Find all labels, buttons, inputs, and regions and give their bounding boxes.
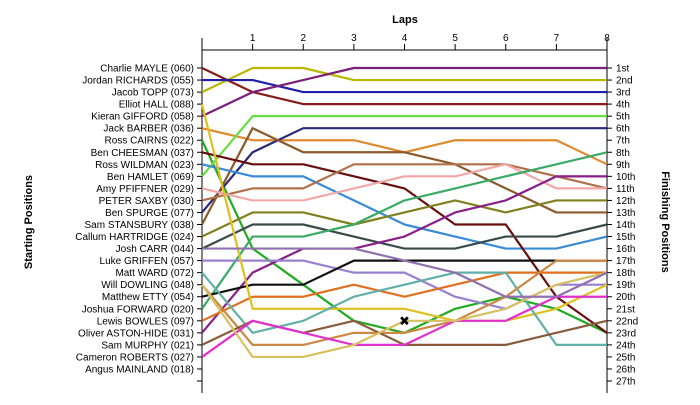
x-tick-label: 5 [452, 33, 458, 44]
starting-position-label: Ross CAIRNS (022) [105, 136, 194, 147]
finishing-position-label: 14th [616, 220, 635, 231]
starting-position-label: Jordan RICHARDS (055) [82, 76, 194, 87]
rider-position-line [201, 295, 607, 358]
starting-position-label: Joshua FORWARD (020) [82, 304, 194, 315]
x-tick-label: 3 [351, 33, 357, 44]
rider-position-line [201, 199, 607, 238]
starting-position-label: Ross WILDMAN (023) [95, 160, 194, 171]
finishing-position-label: 23rd [616, 328, 636, 339]
starting-position-label: Sam MURPHY (021) [101, 340, 194, 351]
starting-position-label: Oliver ASTON-HIDE (031) [78, 328, 194, 339]
starting-position-label: Josh CARR (044) [116, 244, 194, 255]
starting-position-label: Matthew ETTY (054) [102, 292, 194, 303]
series-layer: ✖ [200, 66, 608, 359]
starting-position-label: Callum HARTRIDGE (024) [75, 232, 194, 243]
starting-position-label: Luke GRIFFEN (057) [100, 256, 194, 267]
rider-position-line [201, 163, 608, 250]
finishing-position-label: 21st [616, 304, 635, 315]
finishing-position-label: 3rd [616, 88, 630, 99]
starting-position-label: PETER SAXBY (030) [99, 196, 194, 207]
finishing-position-label: 12th [616, 196, 635, 207]
finishing-position-label: 1st [616, 64, 630, 75]
finishing-position-label: 9th [616, 160, 630, 171]
starting-position-label: Will DOWLING (048) [101, 280, 194, 291]
starting-position-label: Angus MAINLAND (018) [85, 364, 194, 375]
y-axis-title-left: Starting Positions [23, 175, 35, 269]
rider-position-line [201, 259, 607, 298]
starting-position-label: Kieran GIFFORD (058) [91, 112, 194, 123]
rider-position-line [201, 163, 607, 202]
starting-position-label: Elliot HALL (088) [119, 100, 194, 111]
finishing-position-label: 18th [616, 268, 635, 279]
finishing-position-label: 7th [616, 136, 630, 147]
starting-position-label: Ben CHEESMAN (037) [91, 148, 194, 159]
x-axis-title: Laps [392, 14, 418, 26]
finishing-position-label: 2nd [616, 76, 633, 87]
finishing-position-label: 17th [616, 256, 635, 267]
x-tick-label: 6 [503, 33, 509, 44]
x-tick-label: 8 [604, 33, 610, 44]
starting-position-label: Matt WARD (072) [115, 268, 194, 279]
x-tick-label: 1 [250, 33, 256, 44]
rider-position-line [201, 223, 608, 250]
starting-position-label: Cameron ROBERTS (027) [76, 352, 194, 363]
rider-position-line [201, 127, 607, 214]
starting-position-label: Ben HAMLET (069) [107, 172, 194, 183]
x-tick-label: 4 [402, 33, 408, 44]
finishing-position-label: 20th [616, 292, 635, 303]
starting-position-label: Ben SPURGE (077) [105, 208, 194, 219]
rider-position-line [201, 259, 607, 346]
rider-position-line [201, 175, 607, 334]
rider-position-line [202, 247, 608, 298]
rider-position-line [201, 271, 608, 359]
finishing-position-label: 15th [616, 232, 635, 243]
x-tick-label: 7 [554, 33, 560, 44]
rider-position-line [201, 271, 607, 346]
finishing-position-label: 22nd [616, 316, 638, 327]
finishing-position-label: 11th [616, 184, 635, 195]
finishing-position-label: 10th [616, 172, 635, 183]
rider-position-line [200, 103, 608, 322]
y-axis-title-right: Finishing Positions [659, 171, 671, 272]
rider-position-line [201, 151, 608, 310]
x-tick-label: 2 [300, 33, 306, 44]
rider-position-line [202, 78, 607, 94]
rider-position-line [201, 66, 607, 118]
starting-position-label: Amy PFIFFNER (029) [96, 184, 194, 195]
rider-position-line [201, 67, 607, 106]
finishing-position-label: 19th [616, 280, 635, 291]
rider-position-line [201, 163, 608, 202]
finishing-position-label: 25th [616, 352, 635, 363]
starting-position-label: Jacob TOPP (073) [112, 88, 194, 99]
starting-position-label: Sam STANSBURY (038) [85, 220, 194, 231]
labels-layer: Charlie MAYLE (060)Jordan RICHARDS (055)… [75, 64, 638, 388]
finishing-position-label: 16th [616, 244, 635, 255]
rider-position-line [201, 115, 607, 178]
finishing-position-label: 13th [616, 208, 635, 219]
finishing-position-label: 6th [616, 124, 630, 135]
starting-position-label: Jack BARBER (036) [103, 124, 194, 135]
finishing-position-label: 26th [616, 364, 635, 375]
starting-position-label: Charlie MAYLE (060) [100, 64, 194, 75]
chart-axes: 1 2 3 4 5 6 7 8 [197, 33, 612, 393]
rider-position-line [201, 66, 607, 94]
starting-position-label: Lewis BOWLES (097) [97, 316, 194, 327]
finishing-position-label: 4th [616, 100, 630, 111]
finishing-position-label: 24th [616, 340, 635, 351]
finishing-position-label: 8th [616, 148, 630, 159]
retired-marker: ✖ [399, 313, 410, 328]
finishing-position-label: 27th [616, 377, 635, 388]
finishing-position-label: 5th [616, 112, 630, 123]
